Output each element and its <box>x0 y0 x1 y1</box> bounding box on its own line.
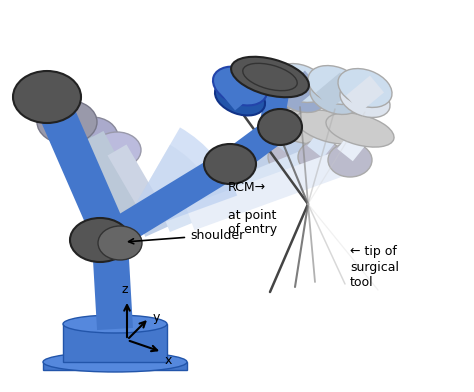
Ellipse shape <box>308 65 362 104</box>
Polygon shape <box>222 116 288 175</box>
Ellipse shape <box>296 110 364 144</box>
Ellipse shape <box>326 113 394 147</box>
Ellipse shape <box>258 109 302 145</box>
Ellipse shape <box>275 78 325 113</box>
Polygon shape <box>307 121 343 158</box>
Polygon shape <box>108 145 170 230</box>
Polygon shape <box>316 73 354 109</box>
Ellipse shape <box>93 132 141 168</box>
Ellipse shape <box>328 143 372 177</box>
Ellipse shape <box>231 57 309 97</box>
Polygon shape <box>277 121 313 158</box>
Text: x: x <box>165 354 173 367</box>
Text: shoulder: shoulder <box>128 229 244 244</box>
Wedge shape <box>115 145 205 240</box>
Text: of entry: of entry <box>228 223 277 236</box>
Polygon shape <box>346 76 384 113</box>
Polygon shape <box>185 148 355 230</box>
Polygon shape <box>63 324 167 362</box>
Polygon shape <box>260 75 292 124</box>
Ellipse shape <box>98 226 142 260</box>
Ellipse shape <box>70 218 130 262</box>
Ellipse shape <box>298 140 342 174</box>
Ellipse shape <box>13 71 81 123</box>
Polygon shape <box>81 131 152 234</box>
Polygon shape <box>43 362 187 370</box>
Polygon shape <box>337 124 373 161</box>
Ellipse shape <box>63 315 167 333</box>
Polygon shape <box>249 71 287 107</box>
Polygon shape <box>36 95 127 242</box>
Polygon shape <box>281 71 319 107</box>
Ellipse shape <box>204 144 256 184</box>
Polygon shape <box>92 241 133 330</box>
Text: y: y <box>153 312 160 325</box>
Ellipse shape <box>268 140 312 174</box>
Text: z: z <box>122 283 128 296</box>
Ellipse shape <box>241 64 295 102</box>
Ellipse shape <box>243 64 297 91</box>
Polygon shape <box>160 145 325 232</box>
Ellipse shape <box>310 80 360 114</box>
Text: at point: at point <box>228 209 276 222</box>
Ellipse shape <box>213 67 267 105</box>
Polygon shape <box>114 151 238 243</box>
Wedge shape <box>115 127 237 240</box>
Ellipse shape <box>66 117 118 157</box>
Ellipse shape <box>37 100 97 144</box>
Ellipse shape <box>215 80 265 116</box>
Ellipse shape <box>266 110 334 144</box>
Text: RCM→: RCM→ <box>228 181 266 194</box>
Ellipse shape <box>43 352 187 372</box>
Polygon shape <box>135 145 295 237</box>
Ellipse shape <box>338 69 392 107</box>
Ellipse shape <box>340 83 390 118</box>
Ellipse shape <box>273 64 327 102</box>
Ellipse shape <box>63 355 167 369</box>
Text: ← tip of
surgical
tool: ← tip of surgical tool <box>350 245 399 289</box>
Polygon shape <box>54 113 138 239</box>
Ellipse shape <box>243 78 293 113</box>
Polygon shape <box>221 74 259 111</box>
